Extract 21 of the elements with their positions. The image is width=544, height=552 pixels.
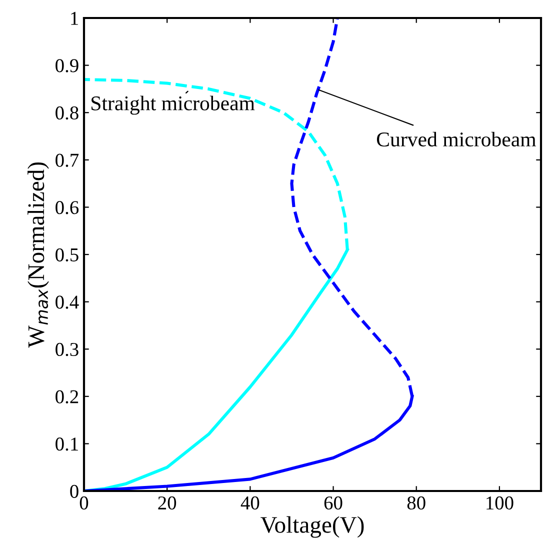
y-tick-label: 0.1 <box>56 438 78 451</box>
annotation: Curved microbeam <box>376 132 536 146</box>
y-tick-label: 0.9 <box>56 59 78 72</box>
x-axis-title: Voltage(V) <box>260 516 364 538</box>
y-tick-label: 0.6 <box>56 201 79 214</box>
x-tick-label: 60 <box>324 496 342 510</box>
x-tick-label: 40 <box>240 496 260 510</box>
y-tick-label: 0.8 <box>56 106 78 120</box>
y-tick-label: 0.7 <box>56 154 79 167</box>
y-tick-label: 0.5 <box>56 248 78 262</box>
y-tick-label: 0.4 <box>56 296 79 309</box>
y-tick-label: 0 <box>70 484 78 498</box>
annotation: Straight microbeam <box>92 96 255 115</box>
x-tick-label: 0 <box>80 496 88 510</box>
y-tick-label: 1 <box>71 12 78 25</box>
x-tick-label: 80 <box>407 496 426 510</box>
x-tick-label: 100 <box>486 496 514 510</box>
y-tick-label: 0.2 <box>56 390 78 404</box>
y-tick-label: 0.3 <box>56 342 78 356</box>
x-tick-label: 20 <box>158 496 176 510</box>
y-axis-title: W$_{max}$(Normalized) <box>28 162 49 348</box>
